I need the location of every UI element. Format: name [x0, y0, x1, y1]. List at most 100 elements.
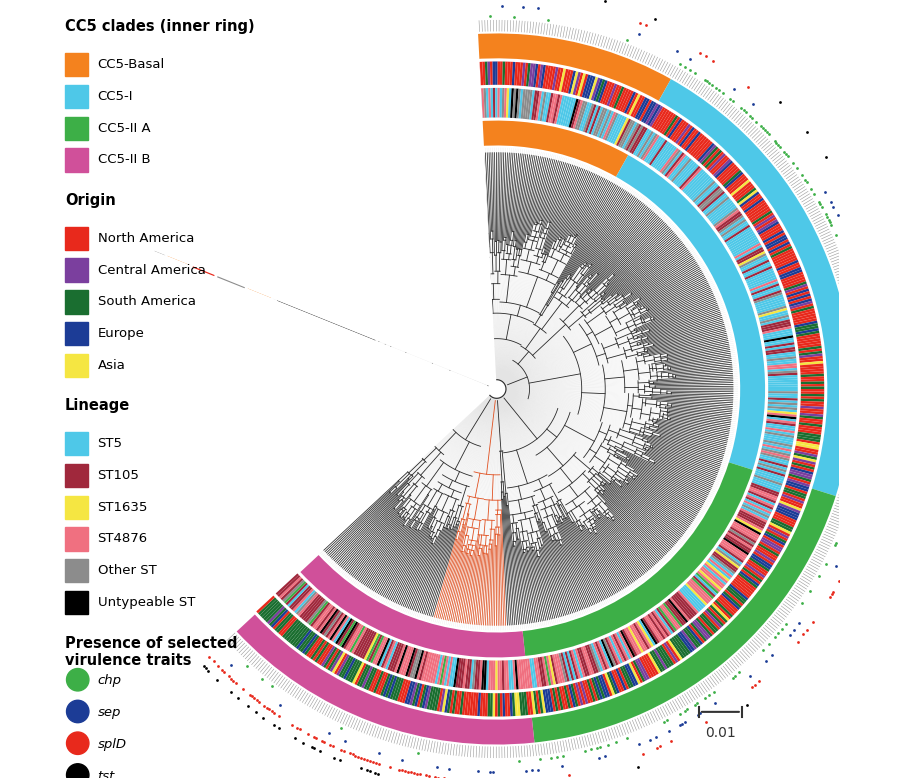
Wedge shape: [285, 173, 308, 195]
Wedge shape: [249, 216, 274, 234]
Wedge shape: [214, 222, 235, 236]
Wedge shape: [579, 647, 590, 676]
Wedge shape: [368, 86, 380, 109]
Wedge shape: [264, 602, 282, 621]
Wedge shape: [698, 187, 722, 209]
Wedge shape: [349, 125, 365, 152]
Wedge shape: [234, 240, 261, 256]
Wedge shape: [593, 642, 606, 671]
Wedge shape: [732, 239, 759, 255]
Wedge shape: [787, 478, 810, 487]
Wedge shape: [767, 363, 796, 368]
Wedge shape: [556, 68, 563, 91]
Wedge shape: [458, 90, 464, 120]
Wedge shape: [232, 244, 259, 260]
Wedge shape: [256, 165, 275, 182]
Wedge shape: [536, 91, 542, 121]
Wedge shape: [760, 319, 790, 328]
Wedge shape: [793, 313, 816, 321]
Wedge shape: [310, 151, 330, 176]
Wedge shape: [364, 633, 379, 661]
Wedge shape: [339, 131, 356, 158]
Wedge shape: [752, 288, 781, 300]
Wedge shape: [308, 120, 323, 140]
Wedge shape: [766, 422, 796, 429]
Wedge shape: [394, 678, 404, 701]
Wedge shape: [319, 644, 333, 665]
Wedge shape: [581, 75, 590, 97]
Wedge shape: [655, 647, 670, 668]
Wedge shape: [226, 256, 253, 271]
Wedge shape: [411, 683, 420, 706]
Wedge shape: [721, 593, 740, 610]
Wedge shape: [310, 602, 330, 627]
Wedge shape: [517, 89, 521, 118]
Wedge shape: [801, 391, 824, 394]
Wedge shape: [777, 505, 799, 516]
Wedge shape: [419, 685, 427, 708]
Wedge shape: [549, 689, 556, 712]
Wedge shape: [500, 661, 502, 690]
Wedge shape: [321, 143, 340, 168]
Wedge shape: [429, 68, 436, 91]
Wedge shape: [782, 492, 806, 502]
Wedge shape: [787, 289, 809, 298]
Wedge shape: [790, 467, 814, 475]
Wedge shape: [445, 65, 450, 89]
Wedge shape: [612, 634, 627, 661]
Wedge shape: [800, 405, 824, 409]
Wedge shape: [589, 106, 601, 135]
Wedge shape: [195, 258, 218, 269]
Wedge shape: [231, 245, 258, 261]
Text: Other ST: Other ST: [97, 564, 157, 577]
Wedge shape: [309, 152, 328, 177]
Wedge shape: [749, 206, 770, 221]
Wedge shape: [658, 606, 677, 632]
Wedge shape: [762, 328, 792, 336]
Wedge shape: [248, 174, 267, 191]
Wedge shape: [786, 286, 808, 296]
Wedge shape: [736, 247, 763, 263]
Wedge shape: [485, 61, 488, 85]
Wedge shape: [350, 95, 363, 117]
Wedge shape: [749, 277, 777, 289]
Wedge shape: [474, 660, 479, 689]
Wedge shape: [714, 208, 738, 227]
Wedge shape: [789, 469, 813, 478]
Wedge shape: [797, 341, 821, 346]
Wedge shape: [599, 675, 610, 697]
Wedge shape: [199, 251, 220, 263]
Wedge shape: [554, 95, 562, 124]
Wedge shape: [266, 193, 291, 214]
Wedge shape: [262, 198, 286, 219]
Wedge shape: [767, 239, 789, 252]
Wedge shape: [457, 64, 462, 87]
Wedge shape: [801, 379, 824, 382]
Wedge shape: [225, 258, 252, 273]
Wedge shape: [312, 117, 328, 138]
Wedge shape: [662, 602, 683, 627]
Wedge shape: [725, 534, 752, 552]
Wedge shape: [768, 368, 797, 372]
Wedge shape: [453, 91, 459, 121]
Wedge shape: [753, 551, 774, 566]
Wedge shape: [510, 660, 514, 690]
Wedge shape: [654, 609, 673, 634]
Wedge shape: [741, 506, 769, 520]
Wedge shape: [329, 650, 344, 672]
Wedge shape: [684, 170, 706, 194]
Wedge shape: [368, 669, 380, 692]
Wedge shape: [528, 63, 534, 86]
Wedge shape: [781, 274, 805, 285]
Wedge shape: [423, 652, 432, 682]
Wedge shape: [617, 668, 629, 689]
Wedge shape: [761, 228, 783, 241]
Wedge shape: [417, 71, 425, 94]
Wedge shape: [556, 95, 565, 124]
Wedge shape: [733, 521, 760, 538]
Wedge shape: [787, 291, 810, 300]
Wedge shape: [730, 527, 756, 543]
Wedge shape: [768, 408, 797, 412]
Wedge shape: [736, 515, 763, 531]
Wedge shape: [320, 144, 338, 170]
